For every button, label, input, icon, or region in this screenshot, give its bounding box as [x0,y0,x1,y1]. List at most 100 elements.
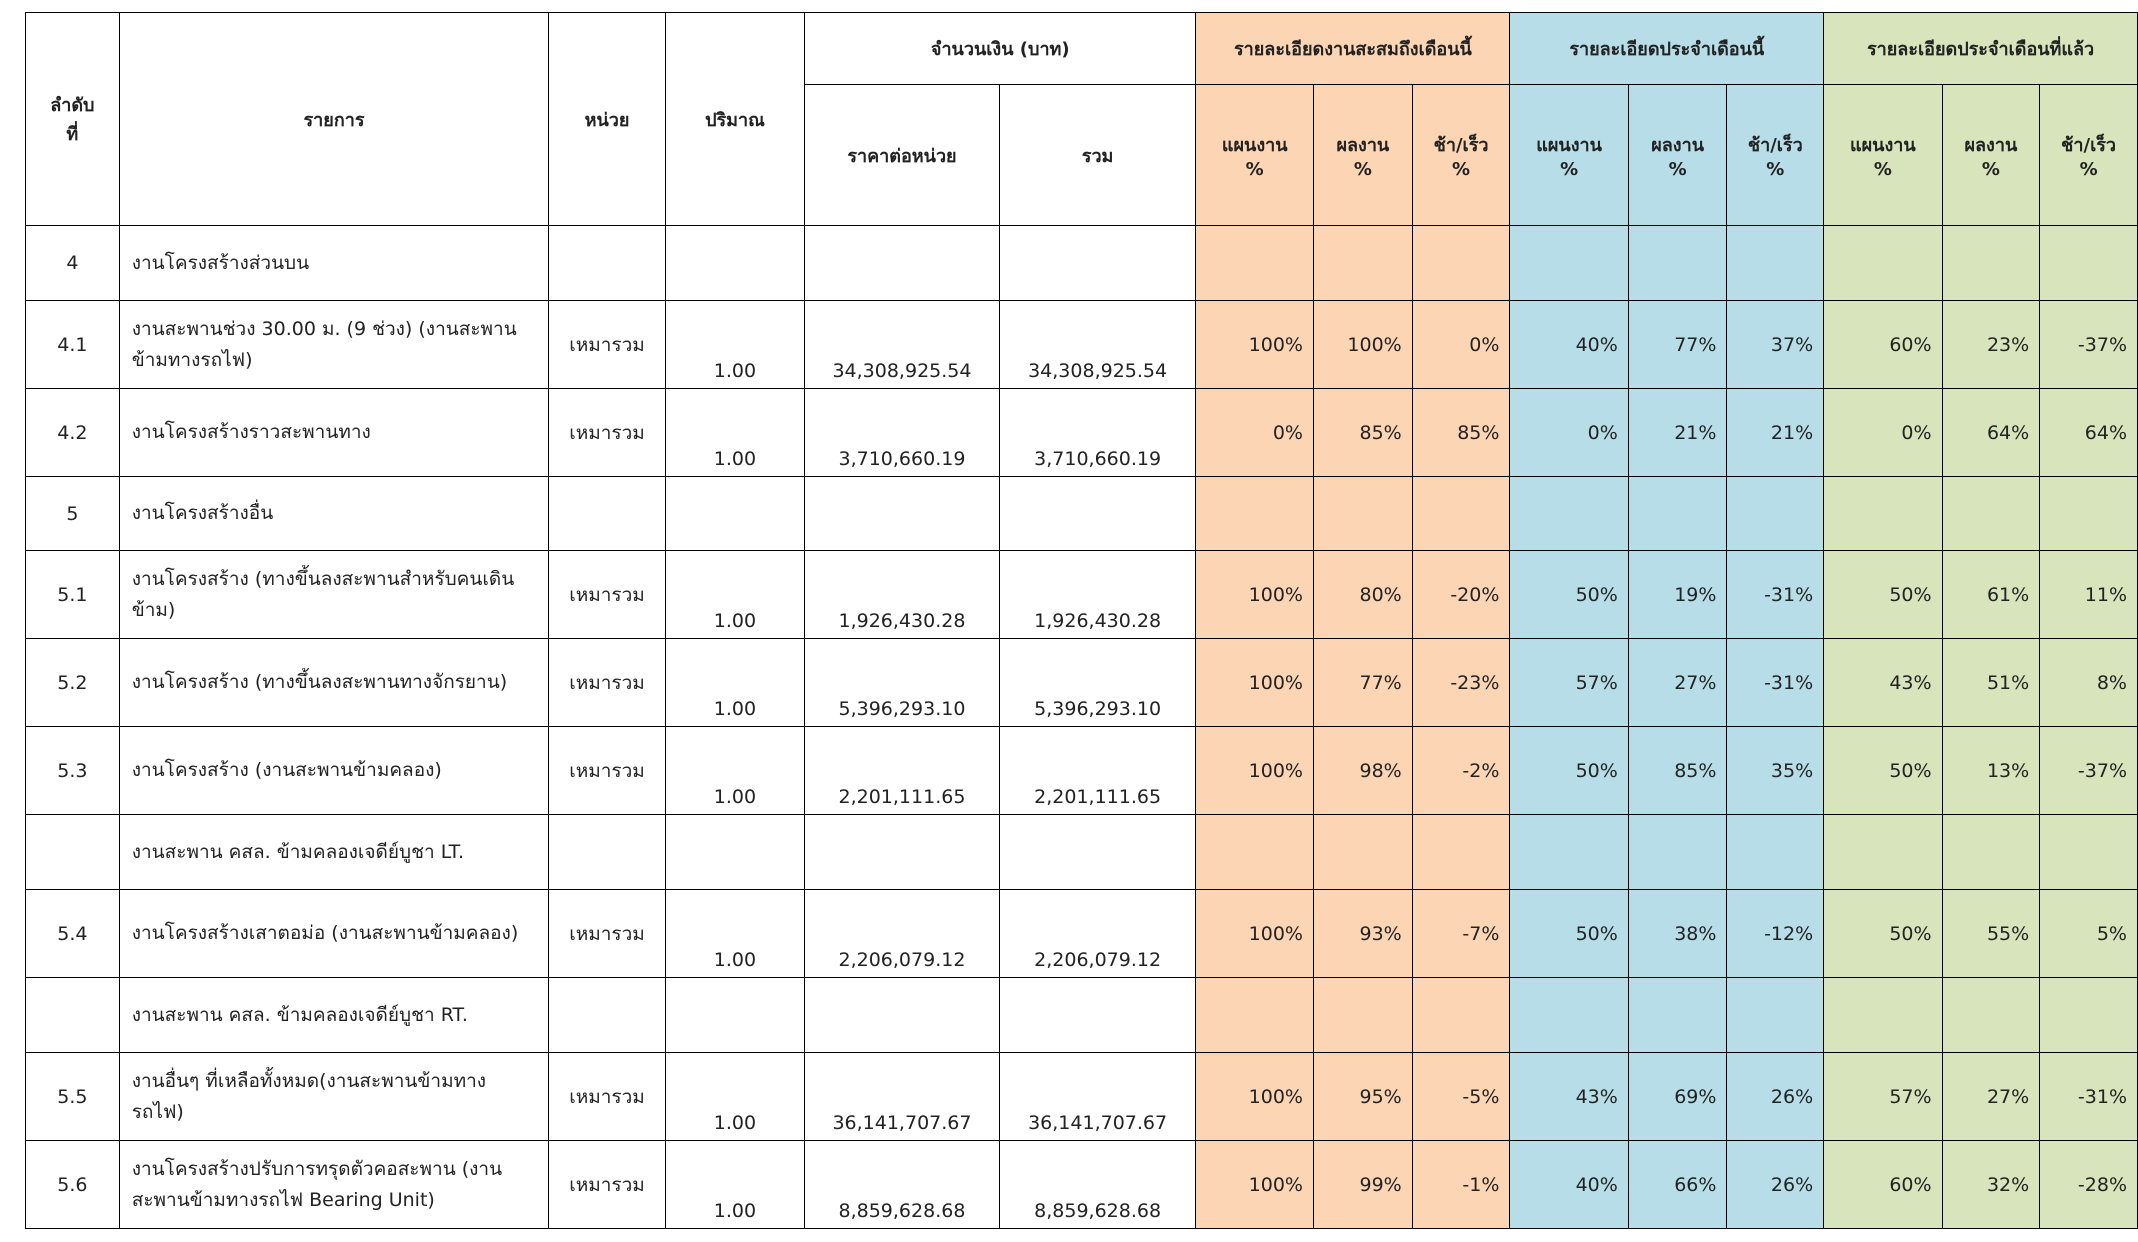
row-unit [548,814,666,890]
row-unit: เหมารวม [548,638,666,727]
row-percent: 57% [1509,638,1629,727]
row-percent [1823,977,1943,1053]
row-percent [1411,476,1511,551]
row-percent [1726,814,1825,890]
row-qty: 1.00 [664,388,806,477]
row-unit [548,225,666,301]
row-percent: -1% [1411,1140,1511,1229]
row-percent: 95% [1312,1052,1413,1141]
table-row: 5.3 งานโครงสร้าง (งานสะพานข้ามคลอง) เหมารว… [25,726,2138,815]
row-percent [1312,476,1413,551]
row-no [25,814,120,890]
row-unit: เหมารวม [548,388,666,477]
row-no: 4.2 [25,388,120,477]
row-percent [1509,225,1629,301]
row-percent: 85% [1627,726,1728,815]
row-percent [1509,977,1629,1053]
row-percent [1726,476,1825,551]
row-percent: 38% [1627,889,1728,978]
row-unit: เหมารวม [548,726,666,815]
header-unit: หน่วย [548,12,666,226]
row-total: 2,206,079.12 [998,889,1197,978]
row-percent [2039,225,2138,301]
row-unit [548,977,666,1053]
progress-table: ลำดับ ที่ รายการ หน่วย ปริมาณ จำนวนเงิน … [25,12,2138,1229]
table-row: 4.1 งานสะพานช่วง 30.00 ม. (9 ช่วง) (งานสะ… [25,300,2138,389]
row-percent: -23% [1411,638,1511,727]
row-percent: 50% [1509,889,1629,978]
row-percent: 0% [1509,388,1629,477]
row-item: งานโครงสร้างส่วนบน [118,225,550,301]
row-total: 8,859,628.68 [998,1140,1197,1229]
row-percent [1726,977,1825,1053]
row-price: 8,859,628.68 [804,1140,1000,1229]
row-percent [1627,476,1728,551]
row-item: งานโครงสร้าง (ทางขึ้นลงสะพานทางจักรยาน) [118,638,550,727]
row-percent [2039,977,2138,1053]
row-total: 5,396,293.10 [998,638,1197,727]
row-percent: -12% [1726,889,1825,978]
row-percent: 0% [1411,300,1511,389]
row-percent: 100% [1195,1140,1314,1229]
header-group: รายละเอียดประจำเดือนนี้ [1509,12,1825,85]
row-percent [1941,977,2041,1053]
header-sub: ผลงาน % [1941,84,2041,226]
row-qty [664,977,806,1053]
row-percent: -37% [2039,300,2138,389]
row-qty [664,476,806,551]
row-percent: -31% [1726,550,1825,639]
row-percent [1627,225,1728,301]
row-percent: 50% [1509,726,1629,815]
row-percent: 40% [1509,1140,1629,1229]
row-no: 5.6 [25,1140,120,1229]
row-percent: 11% [2039,550,2138,639]
header-sub: ช้า/เร็ว % [1726,84,1825,226]
row-item: งานโครงสร้าง (งานสะพานข้ามคลอง) [118,726,550,815]
row-price: 5,396,293.10 [804,638,1000,727]
row-percent: -31% [1726,638,1825,727]
table-row: 4 งานโครงสร้างส่วนบน [25,225,2138,301]
header-sub: ช้า/เร็ว % [2039,84,2138,226]
row-percent: -31% [2039,1052,2138,1141]
row-item: งานโครงสร้าง (ทางขึ้นลงสะพานสำหรับคนเดิน… [118,550,550,639]
row-percent [2039,814,2138,890]
row-item: งานโครงสร้างราวสะพานทาง [118,388,550,477]
row-percent: 0% [1195,388,1314,477]
row-total [998,814,1197,890]
row-item: งานโครงสร้างเสาตอม่อ (งานสะพานข้ามคลอง) [118,889,550,978]
header-sub: ผลงาน % [1312,84,1413,226]
header-group: รายละเอียดงานสะสมถึงเดือนนี้ [1195,12,1511,85]
header-total: รวม [998,84,1197,226]
table-row: 5 งานโครงสร้างอื่น [25,476,2138,551]
row-percent: 27% [1627,638,1728,727]
row-item: งานสะพาน คสล. ข้ามคลองเจดีย์บูชา LT. [118,814,550,890]
row-percent: 93% [1312,889,1413,978]
header-sub: แผนงาน % [1509,84,1629,226]
table-row: งานสะพาน คสล. ข้ามคลองเจดีย์บูชา RT. [25,977,2138,1053]
row-unit: เหมารวม [548,550,666,639]
table-row: 4.2 งานโครงสร้างราวสะพานทาง เหมารวม 1.00 3,7… [25,388,2138,477]
table-row: 5.1 งานโครงสร้าง (ทางขึ้นลงสะพานสำหรับคนเ… [25,550,2138,639]
row-percent: 77% [1312,638,1413,727]
row-percent: 60% [1823,300,1943,389]
row-percent: 61% [1941,550,2041,639]
row-percent: 50% [1823,550,1943,639]
row-qty [664,814,806,890]
table-row: 5.2 งานโครงสร้าง (ทางขึ้นลงสะพานทางจักรยา… [25,638,2138,727]
row-percent [1411,814,1511,890]
row-percent: -7% [1411,889,1511,978]
row-item: งานสะพานช่วง 30.00 ม. (9 ช่วง) (งานสะพาน… [118,300,550,389]
row-percent [1195,225,1314,301]
row-percent [1627,814,1728,890]
page: ลำดับ ที่ รายการ หน่วย ปริมาณ จำนวนเงิน … [25,12,2138,1242]
row-price [804,476,1000,551]
row-price: 2,201,111.65 [804,726,1000,815]
row-percent [1941,814,2041,890]
row-percent: 51% [1941,638,2041,727]
table-row: 5.5 งานอื่นๆ ที่เหลือทั้งหมด(งานสะพานข้าม… [25,1052,2138,1141]
header-amount: จำนวนเงิน (บาท) [804,12,1197,85]
row-percent: 26% [1726,1140,1825,1229]
row-percent: 40% [1509,300,1629,389]
row-percent: 43% [1823,638,1943,727]
row-percent: 64% [1941,388,2041,477]
